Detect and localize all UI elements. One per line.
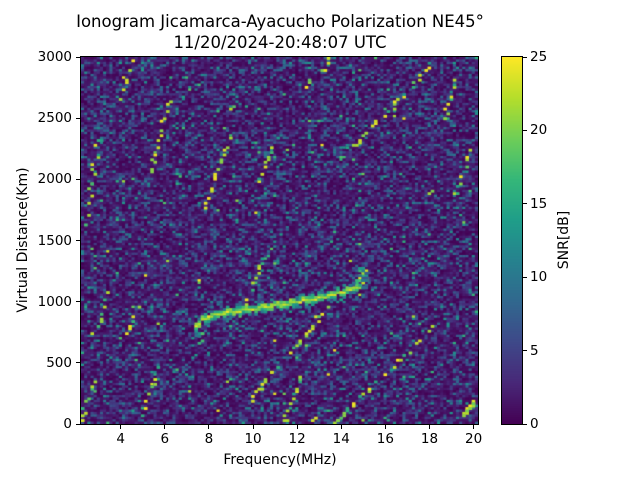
y-tick-mark (76, 56, 80, 58)
colorbar-tick-label: 5 (530, 342, 539, 359)
colorbar-label: SNR[dB] (556, 210, 572, 270)
x-tick-mark (252, 425, 254, 429)
x-tick-label: 16 (376, 431, 394, 447)
y-tick-mark (76, 423, 80, 425)
y-tick-label: 2000 (37, 171, 72, 188)
x-tick-label: 4 (116, 431, 125, 447)
y-tick-mark (76, 178, 80, 180)
colorbar-tick-mark (523, 276, 527, 278)
y-tick-label: 500 (46, 354, 72, 371)
y-tick-label: 1000 (37, 293, 72, 310)
colorbar-tick-mark (523, 56, 527, 58)
y-tick-mark (76, 362, 80, 364)
y-tick-label: 3000 (37, 49, 72, 65)
colorbar-tick-mark (523, 423, 527, 425)
colorbar-tick-label: 0 (530, 416, 539, 432)
colorbar-tick-label: 15 (530, 195, 548, 212)
x-tick-mark (340, 425, 342, 429)
colorbar-tick-mark (523, 129, 527, 131)
colorbar-tick-label: 20 (530, 122, 548, 139)
y-tick-label: 1500 (37, 232, 72, 249)
colorbar-tick-label: 10 (530, 269, 548, 286)
x-tick-mark (428, 425, 430, 429)
colorbar-tick-label: 25 (530, 49, 548, 65)
x-tick-label: 12 (288, 431, 306, 447)
x-tick-mark (208, 425, 210, 429)
colorbar-tick-mark (523, 203, 527, 205)
chart-title: Ionogram Jicamarca-Ayacucho Polarization… (76, 12, 484, 31)
x-tick-label: 20 (464, 431, 483, 447)
chart-subtitle: 11/20/2024-20:48:07 UTC (173, 33, 387, 52)
x-tick-mark (164, 425, 166, 429)
x-tick-label: 10 (244, 431, 262, 447)
y-tick-label: 2500 (37, 110, 72, 127)
y-tick-mark (76, 117, 80, 119)
x-tick-mark (296, 425, 298, 429)
y-tick-label: 0 (63, 416, 72, 432)
x-tick-label: 8 (204, 431, 214, 447)
x-tick-label: 6 (160, 431, 170, 447)
x-tick-label: 14 (332, 431, 350, 447)
x-tick-mark (384, 425, 386, 429)
x-tick-mark (473, 425, 475, 429)
x-tick-mark (120, 425, 122, 429)
x-tick-label: 18 (420, 431, 439, 447)
y-tick-mark (76, 240, 80, 241)
heatmap-plot (81, 57, 478, 424)
x-axis-label: Frequency(MHz) (223, 452, 337, 468)
colorbar-tick-mark (523, 350, 527, 352)
colorbar (502, 57, 522, 424)
y-tick-mark (76, 301, 80, 303)
